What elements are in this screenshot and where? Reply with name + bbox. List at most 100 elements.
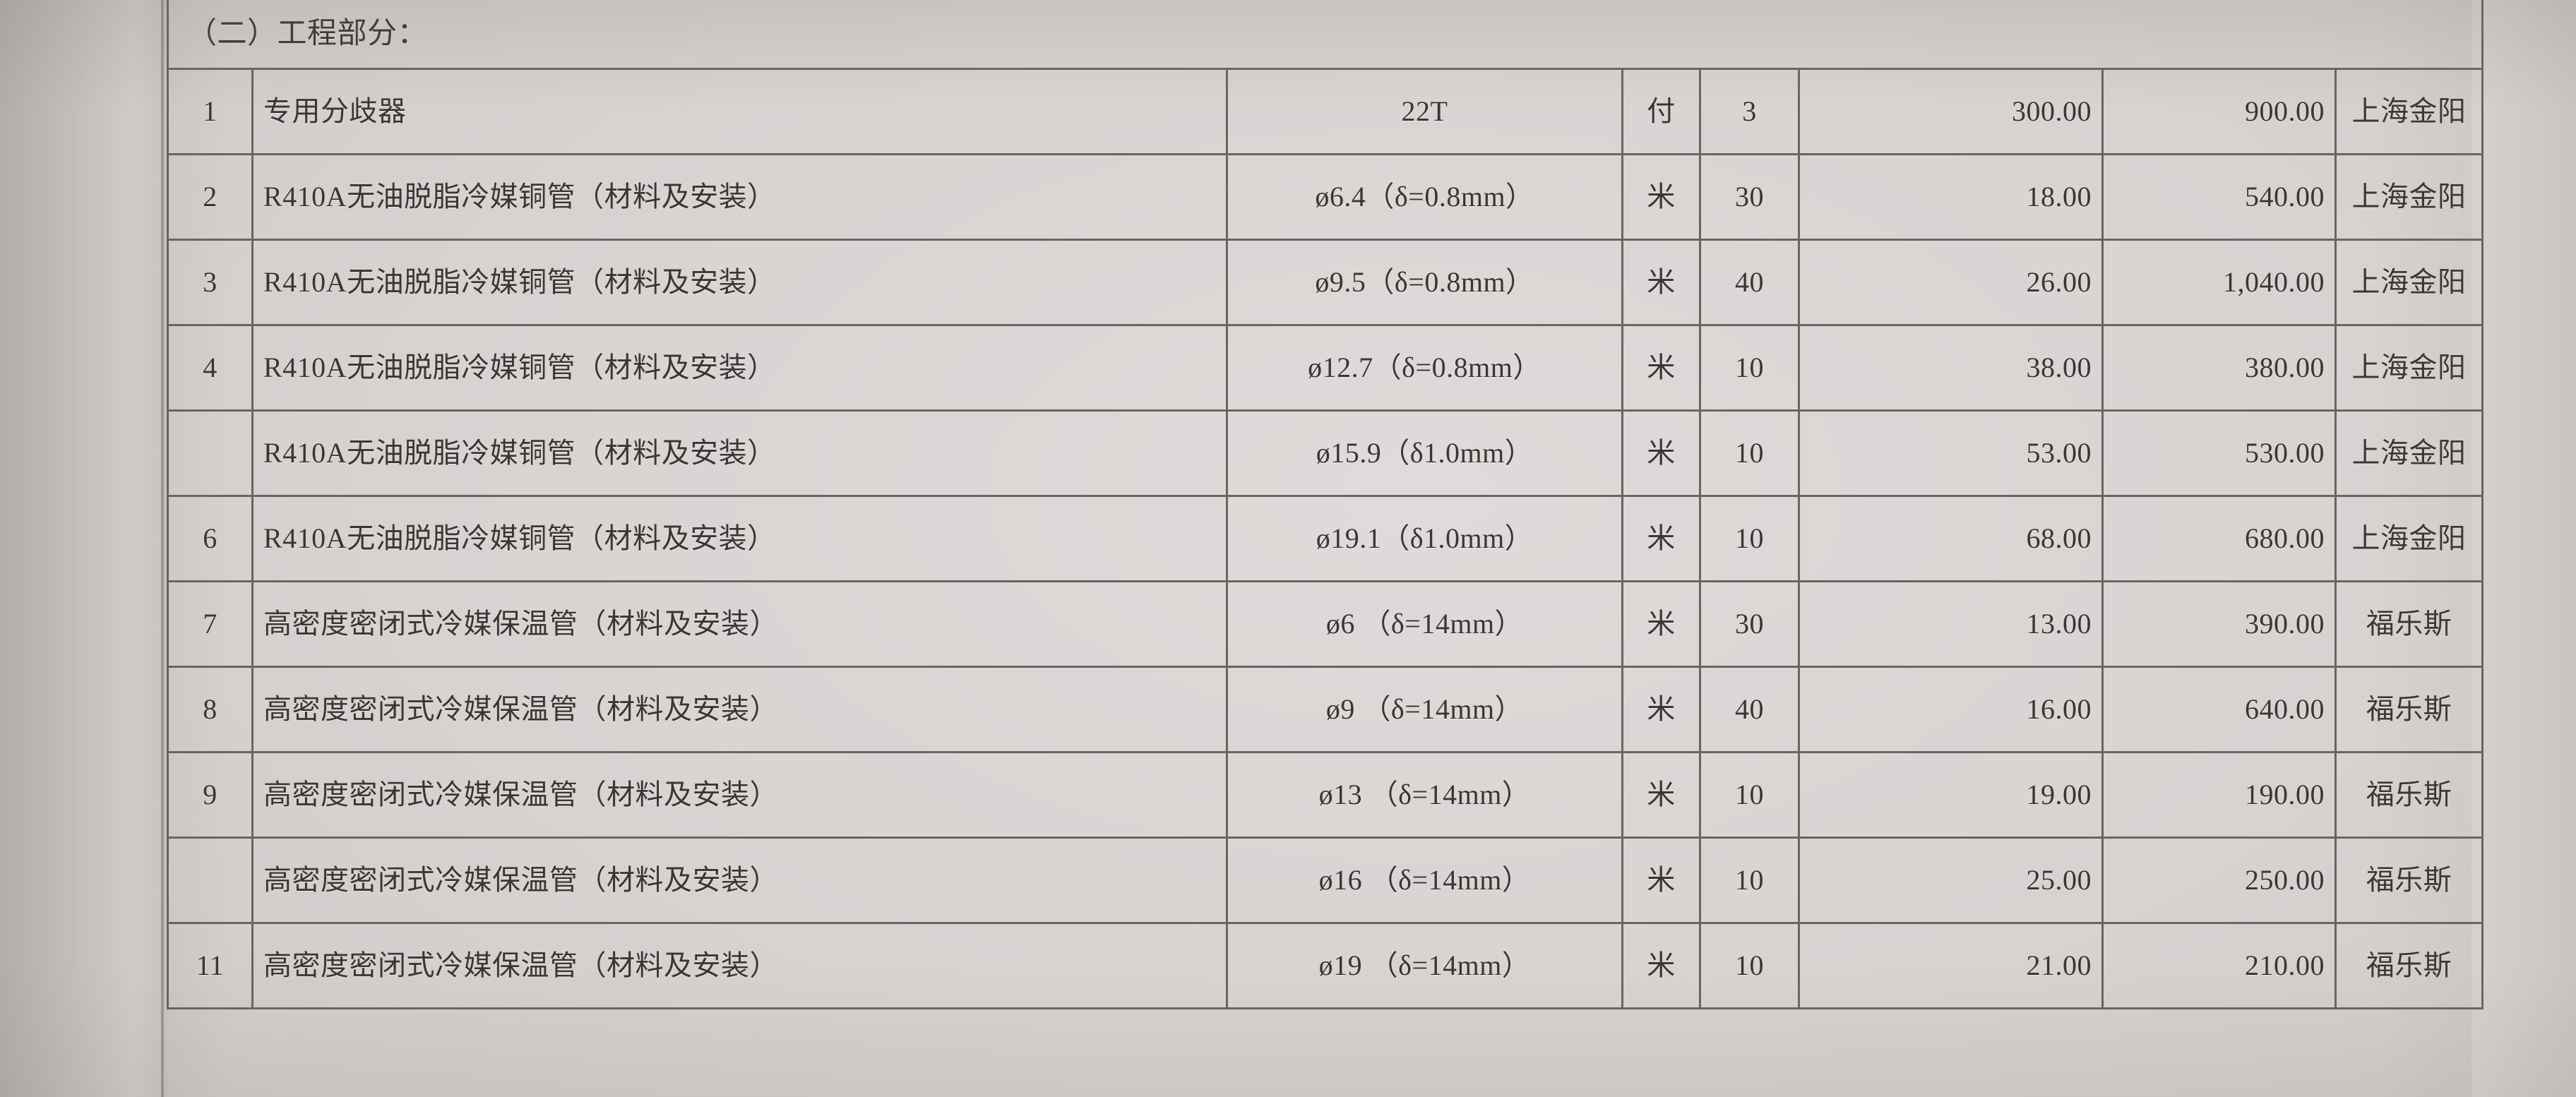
row-cell-unit-price: 25.00 <box>1798 837 2104 924</box>
table-row: 6 R410A无油脱脂冷媒铜管（材料及安装） ø19.1（δ1.0mm）米 10 68.… <box>167 495 2483 582</box>
row-cell-amount: 680.00 <box>2101 495 2337 582</box>
row-cell-qty: 10 <box>1699 324 1800 412</box>
row-cell-unit: 米 <box>1621 153 1701 241</box>
row-cell-amount: 210.00 <box>2101 922 2337 1009</box>
row-cell-name: 高密度密闭式冷媒保温管（材料及安装） <box>251 751 1228 839</box>
row-cell-qty: 40 <box>1699 666 1800 753</box>
row-cell-spec: ø9 （δ=14mm） <box>1226 666 1623 753</box>
row-cell-no: 8 <box>167 666 254 753</box>
table-row: 3 R410A无油脱脂冷媒铜管（材料及安装） ø9.5（δ=0.8mm）米 40 26.… <box>167 239 2483 326</box>
row-cell-unit: 米 <box>1621 580 1701 668</box>
table-row: 1 专用分歧器 22T 付 3 300.00 900.00 上海金阳 <box>167 68 2483 155</box>
row-cell-amount: 540.00 <box>2101 153 2337 241</box>
row-cell-unit: 付 <box>1621 68 1701 155</box>
row-cell-qty: 40 <box>1699 239 1800 326</box>
row-cell-name: R410A无油脱脂冷媒铜管（材料及安装） <box>251 324 1228 412</box>
row-cell-unit-price: 300.00 <box>1798 68 2104 155</box>
row-cell-qty: 10 <box>1699 922 1800 1009</box>
row-cell-brand: 上海金阳 <box>2334 239 2483 326</box>
table-row: 7 高密度密闭式冷媒保温管（材料及安装） ø6 （δ=14mm）米 30 13.00 39… <box>167 580 2483 668</box>
row-cell-name: R410A无油脱脂冷媒铜管（材料及安装） <box>251 409 1228 497</box>
row-cell-unit: 米 <box>1621 409 1701 497</box>
table-row: 2 R410A无油脱脂冷媒铜管（材料及安装） ø6.4（δ=0.8mm）米 30 18.… <box>167 153 2483 241</box>
row-cell-qty: 3 <box>1699 68 1800 155</box>
row-cell-unit-price: 19.00 <box>1798 751 2104 839</box>
row-cell-name: 专用分歧器 <box>251 68 1228 155</box>
row-cell-unit-price: 38.00 <box>1798 324 2104 412</box>
row-cell-no: 2 <box>167 153 254 241</box>
row-cell-spec: ø6 （δ=14mm） <box>1226 580 1623 668</box>
row-cell-unit: 米 <box>1621 837 1701 924</box>
page-right-margin <box>2471 0 2576 1097</box>
quotation-table-body: （二）工程部分： 1 专用分歧器 22T 付 3 300.00 900.00 上海金阳 2 R41… <box>167 0 2483 1009</box>
row-cell-spec: ø12.7（δ=0.8mm） <box>1226 324 1623 412</box>
row-cell-amount: 1,040.00 <box>2101 239 2337 326</box>
row-cell-unit: 米 <box>1621 239 1701 326</box>
section-heading-text: （二）工程部分： <box>167 0 2483 70</box>
row-cell-brand: 上海金阳 <box>2334 324 2483 412</box>
row-cell-brand: 福乐斯 <box>2334 751 2483 839</box>
row-cell-unit-price: 18.00 <box>1798 153 2104 241</box>
section-heading-row: （二）工程部分： <box>167 0 2483 70</box>
row-cell-amount: 530.00 <box>2101 409 2337 497</box>
row-cell-brand: 上海金阳 <box>2334 153 2483 241</box>
table-row: 8 高密度密闭式冷媒保温管（材料及安装） ø9 （δ=14mm）米 40 16.00 64… <box>167 666 2483 753</box>
row-cell-unit-price: 16.00 <box>1798 666 2104 753</box>
row-cell-no: 3 <box>167 239 254 326</box>
row-cell-amount: 640.00 <box>2101 666 2337 753</box>
row-cell-unit: 米 <box>1621 666 1701 753</box>
row-cell-name: 高密度密闭式冷媒保温管（材料及安装） <box>251 837 1228 924</box>
row-cell-spec: ø15.9（δ1.0mm） <box>1226 409 1623 497</box>
row-cell-qty: 30 <box>1699 153 1800 241</box>
row-cell-no: 7 <box>167 580 254 668</box>
row-cell-no: 4 <box>167 324 254 412</box>
row-cell-spec: ø13 （δ=14mm） <box>1226 751 1623 839</box>
row-cell-qty: 10 <box>1699 409 1800 497</box>
row-cell-no: 9 <box>167 751 254 839</box>
row-cell-unit-price: 53.00 <box>1798 409 2104 497</box>
row-cell-name: 高密度密闭式冷媒保温管（材料及安装） <box>251 922 1228 1009</box>
row-cell-spec: 22T <box>1226 68 1623 155</box>
row-cell-no: 11 <box>167 922 254 1009</box>
row-cell-brand: 福乐斯 <box>2334 666 2483 753</box>
row-cell-amount: 380.00 <box>2101 324 2337 412</box>
row-cell-unit: 米 <box>1621 495 1701 582</box>
row-cell-name: R410A无油脱脂冷媒铜管（材料及安装） <box>251 239 1228 326</box>
row-cell-name: 高密度密闭式冷媒保温管（材料及安装） <box>251 580 1228 668</box>
row-cell-brand: 福乐斯 <box>2334 837 2483 924</box>
row-cell-amount: 250.00 <box>2101 837 2337 924</box>
table-row: R410A无油脱脂冷媒铜管（材料及安装） ø15.9（δ1.0mm）米 10 53.0… <box>167 409 2483 497</box>
row-cell-name: R410A无油脱脂冷媒铜管（材料及安装） <box>251 495 1228 582</box>
row-cell-spec: ø6.4（δ=0.8mm） <box>1226 153 1623 241</box>
row-cell-brand: 上海金阳 <box>2334 409 2483 497</box>
row-cell-spec: ø16 （δ=14mm） <box>1226 837 1623 924</box>
row-cell-unit-price: 26.00 <box>1798 239 2104 326</box>
row-cell-unit-price: 21.00 <box>1798 922 2104 1009</box>
row-cell-qty: 10 <box>1699 837 1800 924</box>
row-cell-no <box>167 409 254 497</box>
row-cell-spec: ø19.1（δ1.0mm） <box>1226 495 1623 582</box>
table-row: 高密度密闭式冷媒保温管（材料及安装） ø16 （δ=14mm）米 10 25.00 25… <box>167 837 2483 924</box>
row-cell-unit: 米 <box>1621 324 1701 412</box>
table-row: 4 R410A无油脱脂冷媒铜管（材料及安装） ø12.7（δ=0.8mm）米 10 38… <box>167 324 2483 412</box>
row-cell-unit-price: 13.00 <box>1798 580 2104 668</box>
page-left-border-rule <box>161 0 164 1097</box>
row-cell-name: 高密度密闭式冷媒保温管（材料及安装） <box>251 666 1228 753</box>
row-cell-amount: 190.00 <box>2101 751 2337 839</box>
row-cell-no: 6 <box>167 495 254 582</box>
row-cell-brand: 福乐斯 <box>2334 922 2483 1009</box>
row-cell-brand: 上海金阳 <box>2334 495 2483 582</box>
page-left-edge <box>0 0 168 1097</box>
row-cell-qty: 30 <box>1699 580 1800 668</box>
row-cell-unit: 米 <box>1621 751 1701 839</box>
row-cell-spec: ø9.5（δ=0.8mm） <box>1226 239 1623 326</box>
row-cell-unit: 米 <box>1621 922 1701 1009</box>
row-cell-qty: 10 <box>1699 495 1800 582</box>
table-row: 9 高密度密闭式冷媒保温管（材料及安装） ø13 （δ=14mm）米 10 19.00 1… <box>167 751 2483 839</box>
row-cell-no: 1 <box>167 68 254 155</box>
row-cell-brand: 上海金阳 <box>2334 68 2483 155</box>
row-cell-qty: 10 <box>1699 751 1800 839</box>
row-cell-unit-price: 68.00 <box>1798 495 2104 582</box>
row-cell-no <box>167 837 254 924</box>
row-cell-brand: 福乐斯 <box>2334 580 2483 668</box>
